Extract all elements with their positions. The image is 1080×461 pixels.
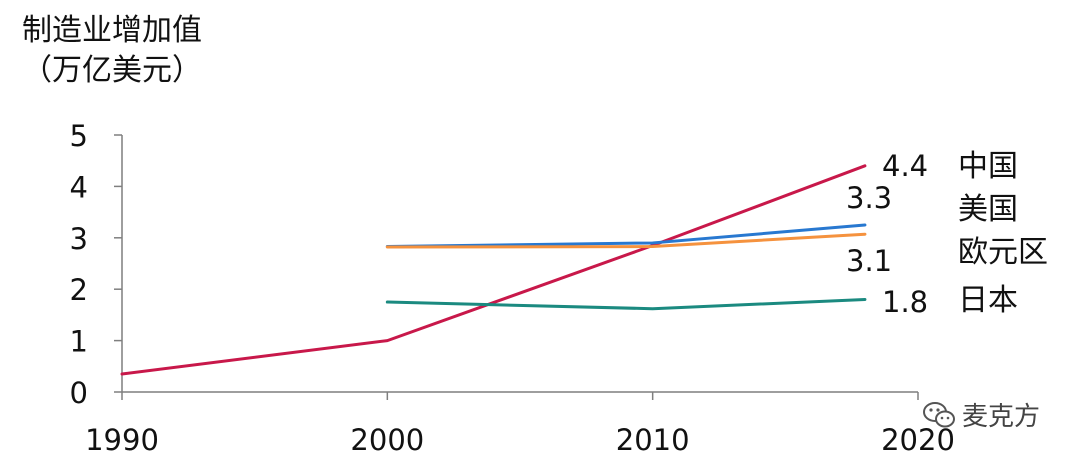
series-line-2 xyxy=(385,232,867,249)
series-name-label-0: 中国 xyxy=(958,149,1018,184)
series-line-1 xyxy=(385,223,867,249)
x-tick-label: 2000 xyxy=(350,423,424,457)
y-tick-label: 5 xyxy=(70,119,88,153)
data-label-3: 1.8 xyxy=(882,285,928,319)
series-name-label-2: 欧元区 xyxy=(958,235,1048,270)
x-tick-label: 2010 xyxy=(616,423,690,457)
data-label-0: 4.4 xyxy=(882,149,928,183)
y-axis-label-line1: 制造业增加值 xyxy=(22,13,202,48)
data-label-2: 3.1 xyxy=(846,244,892,278)
watermark: 麦克方 xyxy=(922,396,1040,433)
x-tick-label: 2020 xyxy=(881,423,955,457)
y-axis-label-line2: （万亿美元） xyxy=(22,53,202,88)
y-tick-label: 2 xyxy=(70,273,88,307)
series-name-label-3: 日本 xyxy=(958,283,1018,318)
y-tick-label: 4 xyxy=(70,170,88,204)
x-tick-label: 1990 xyxy=(85,423,159,457)
series-line-3 xyxy=(385,297,867,311)
wechat-icon xyxy=(923,401,955,427)
data-label-1: 3.3 xyxy=(846,181,892,215)
watermark-text: 麦克方 xyxy=(962,402,1041,432)
y-tick-label: 0 xyxy=(70,376,88,410)
series-line-0 xyxy=(120,164,867,376)
y-tick-label: 3 xyxy=(70,222,88,256)
y-tick-label: 1 xyxy=(70,325,88,359)
series-name-label-1: 美国 xyxy=(958,192,1018,227)
